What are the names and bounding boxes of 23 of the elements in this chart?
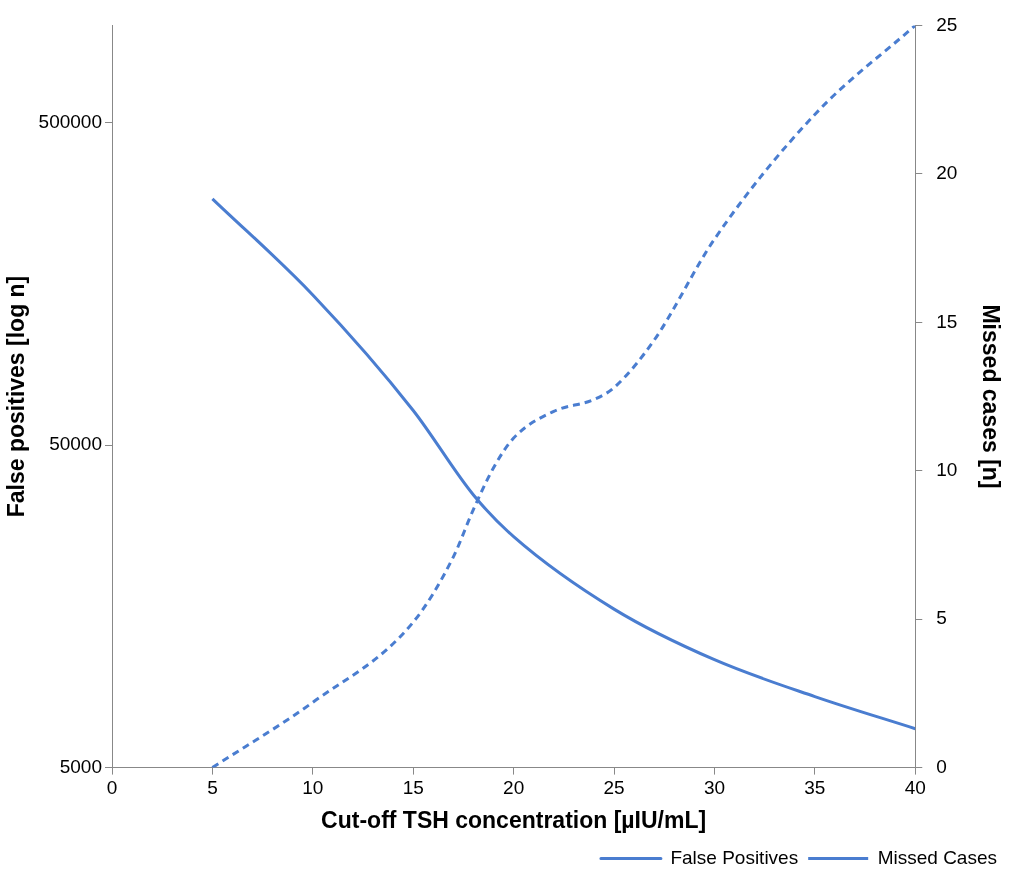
y-axis-title: False positives [log n] (3, 275, 30, 518)
legend-label: False Positives (670, 846, 799, 868)
y2-tick-label: 5 (936, 607, 947, 629)
legend-label: Missed Cases (877, 846, 998, 868)
y2-tick-label: 10 (936, 458, 958, 480)
y-tick-label: 500000 (38, 110, 102, 132)
x-tick-label: 40 (904, 777, 926, 799)
x-tick-label: 5 (207, 777, 218, 799)
x-tick-label: 10 (302, 777, 324, 799)
y2-tick-label: 0 (936, 755, 947, 777)
y2-tick-label: 20 (936, 162, 958, 184)
x-axis-title: Cut-off TSH concentration [µIU/mL] (321, 806, 707, 833)
x-tick-label: 35 (804, 777, 826, 799)
x-tick-label: 25 (603, 777, 625, 799)
y-tick-label: 5000 (59, 755, 102, 777)
x-tick-label: 15 (402, 777, 424, 799)
x-tick-label: 30 (703, 777, 726, 799)
y2-axis-title: Missed cases [n] (977, 304, 1004, 489)
y2-tick-label: 25 (936, 13, 958, 35)
x-tick-label: 20 (503, 777, 525, 799)
y2-tick-label: 15 (936, 310, 958, 332)
x-tick-label: 0 (106, 777, 118, 799)
y-tick-label: 50000 (49, 433, 102, 455)
